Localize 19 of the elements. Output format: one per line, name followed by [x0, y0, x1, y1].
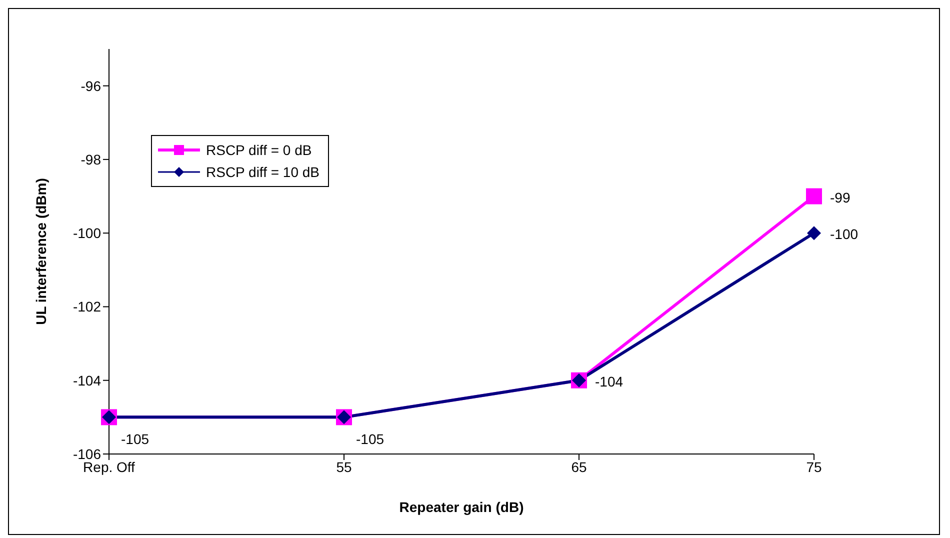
x-tick-label: 65	[571, 458, 587, 475]
x-axis-title: Repeater gain (dB)	[399, 499, 524, 515]
data-label: -100	[830, 226, 858, 242]
y-tick-label: -100	[72, 225, 102, 242]
point	[807, 226, 821, 240]
data-label: -104	[595, 373, 624, 390]
data-label: -105	[356, 431, 384, 448]
y-tick-label: -96	[80, 78, 102, 94]
legend-label: RSCP diff = 10 dB	[206, 163, 320, 182]
y-tick-label: -104	[72, 372, 102, 388]
y-axis-title: UL interference (dBm)	[32, 178, 49, 325]
legend-label: RSCP diff = 0 dB	[206, 141, 312, 160]
y-tick-label: -98	[80, 151, 102, 168]
data-label: -105	[121, 431, 150, 448]
data-label: -99	[830, 189, 850, 206]
y-tick-label: -102	[72, 298, 102, 315]
point	[806, 188, 822, 204]
x-tick-label: 55	[336, 458, 352, 475]
x-tick-label: 75	[806, 458, 822, 475]
